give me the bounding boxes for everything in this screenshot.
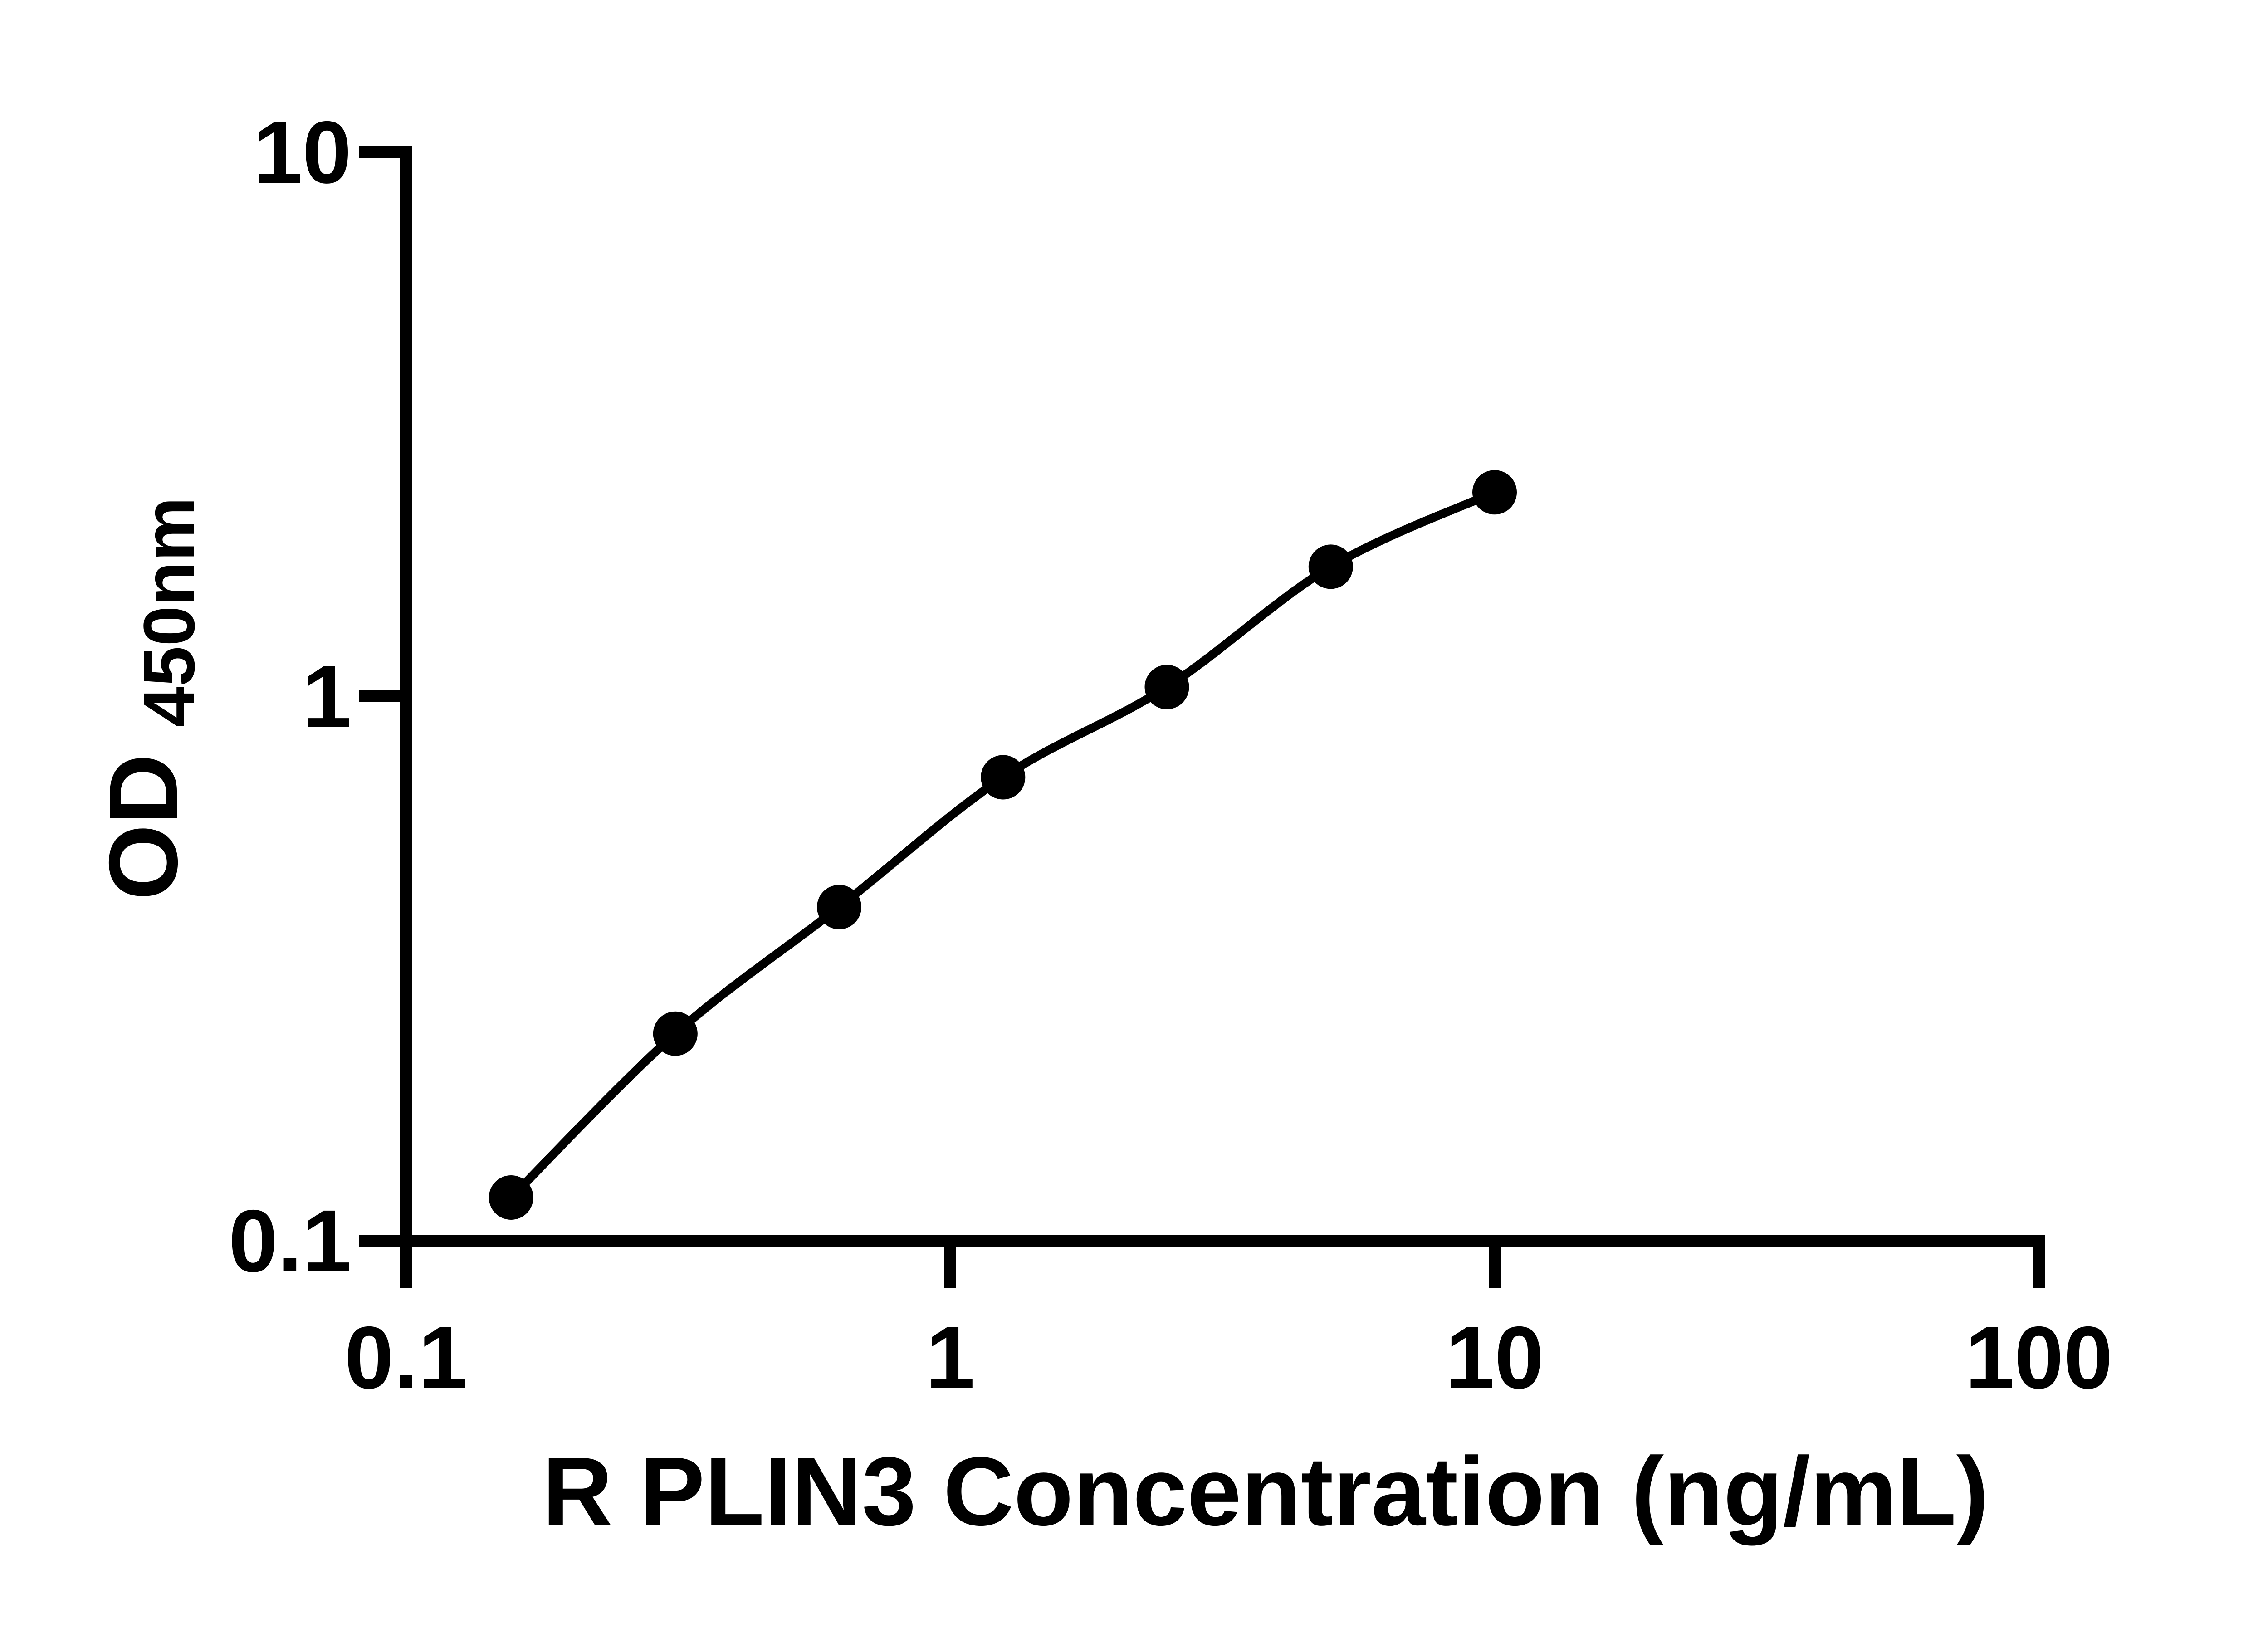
x-tick-label: 100 (1965, 1308, 2112, 1407)
y-tick-label: 10 (253, 103, 352, 202)
data-points (489, 470, 1517, 1220)
tick-marks (359, 146, 2045, 1288)
y-tick-label: 0.1 (229, 1192, 352, 1291)
x-tick-label: 1 (926, 1308, 975, 1407)
y-axis-title-base: OD (88, 754, 198, 900)
data-point-marker (1144, 665, 1189, 709)
standard-curve-line (508, 488, 1496, 1201)
tick-labels: 10 1 0.1 0.1 1 10 100 (229, 103, 2113, 1407)
data-point-marker (1308, 544, 1353, 589)
y-axis-title-subscript: 450nm (128, 497, 210, 727)
data-point-marker (653, 1011, 698, 1056)
data-point-marker (981, 755, 1026, 800)
data-point-marker (489, 1175, 533, 1220)
x-tick-label: 0.1 (344, 1308, 467, 1407)
data-point-marker (817, 885, 862, 929)
axes (400, 146, 2045, 1247)
data-point-marker (1472, 470, 1517, 515)
y-tick-label: 1 (303, 647, 352, 746)
x-axis-title: R PLIN3 Concentration (ng/mL) (542, 1437, 1989, 1546)
x-tick-label: 10 (1446, 1308, 1544, 1407)
y-axis-title: OD 450nm (88, 497, 210, 900)
